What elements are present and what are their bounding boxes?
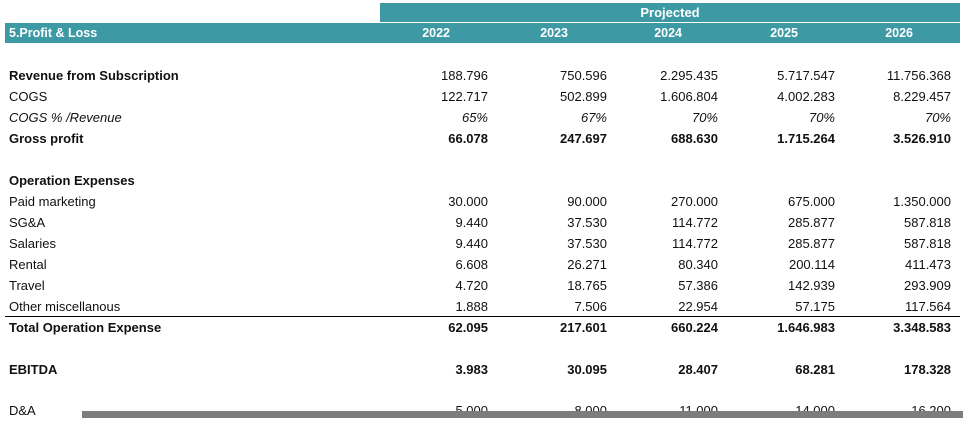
table-row-travel: Travel 4.720 18.765 57.386 142.939 293.9…: [5, 275, 960, 296]
cell[interactable]: 26.271: [567, 257, 607, 272]
row-label: Other miscellanous: [9, 299, 121, 314]
cell[interactable]: 30.095: [567, 362, 607, 377]
year-header: 2022: [422, 26, 450, 40]
year-header: 2026: [885, 26, 913, 40]
cell[interactable]: 4.002.283: [777, 89, 835, 104]
cell[interactable]: 37.530: [567, 236, 607, 251]
year-header: 2024: [654, 26, 682, 40]
cell[interactable]: 200.114: [788, 257, 835, 272]
cell[interactable]: 675.000: [788, 194, 835, 209]
cell[interactable]: 37.530: [567, 215, 607, 230]
cell[interactable]: 285.877: [788, 215, 835, 230]
cell[interactable]: 502.899: [560, 89, 607, 104]
cell[interactable]: 293.909: [904, 278, 951, 293]
cell[interactable]: 28.407: [678, 362, 718, 377]
cell[interactable]: 67%: [580, 110, 607, 125]
column-header-row: 5.Profit & Loss 2022 2023 2024 2025 2026: [5, 23, 960, 43]
year-header: 2025: [770, 26, 798, 40]
projected-divider: [380, 22, 960, 23]
table-row-cogs-percent: COGS % /Revenue 65% 67% 70% 70% 70%: [5, 107, 960, 128]
cell[interactable]: 1.646.983: [777, 320, 835, 335]
cell[interactable]: 114.772: [671, 215, 718, 230]
cell[interactable]: 68.281: [795, 362, 835, 377]
cell[interactable]: 80.340: [678, 257, 718, 272]
cell[interactable]: 6.608: [455, 257, 488, 272]
row-label: COGS: [9, 89, 48, 104]
cell[interactable]: 688.630: [671, 131, 718, 146]
section-heading-opex: Operation Expenses: [5, 170, 960, 191]
table-row-gross-profit: Gross profit 66.078 247.697 688.630 1.71…: [5, 128, 960, 149]
cell[interactable]: 66.078: [448, 131, 488, 146]
cell[interactable]: 70%: [924, 110, 951, 125]
row-label: Paid marketing: [9, 194, 96, 209]
row-label: Gross profit: [9, 131, 84, 146]
table-row-salaries: Salaries 9.440 37.530 114.772 285.877 58…: [5, 233, 960, 254]
table-row-ebitda: EBITDA 3.983 30.095 28.407 68.281 178.32…: [5, 359, 960, 380]
cell[interactable]: 57.175: [795, 299, 835, 314]
cell[interactable]: 587.818: [904, 215, 951, 230]
row-label: Travel: [9, 278, 45, 293]
cell[interactable]: 142.939: [788, 278, 835, 293]
row-label: Rental: [9, 257, 47, 272]
cell[interactable]: 11.756.368: [886, 68, 951, 83]
section-title: 5.Profit & Loss: [9, 26, 98, 40]
cell[interactable]: 3.348.583: [893, 320, 951, 335]
cell[interactable]: 270.000: [671, 194, 718, 209]
cell[interactable]: 9.440: [455, 236, 488, 251]
cell[interactable]: 587.818: [904, 236, 951, 251]
cell[interactable]: 2.295.435: [660, 68, 718, 83]
cell[interactable]: 411.473: [904, 257, 951, 272]
cell[interactable]: 9.440: [455, 215, 488, 230]
cell[interactable]: 1.606.804: [660, 89, 718, 104]
cell[interactable]: 3.983: [455, 362, 488, 377]
cell[interactable]: 30.000: [448, 194, 488, 209]
cell[interactable]: 660.224: [671, 320, 718, 335]
cell[interactable]: 217.601: [560, 320, 607, 335]
table-row-revenue: Revenue from Subscription 188.796 750.59…: [5, 65, 960, 86]
row-label: EBITDA: [9, 362, 58, 377]
cell[interactable]: 57.386: [678, 278, 718, 293]
cell[interactable]: 117.564: [904, 299, 951, 314]
cell[interactable]: 62.095: [448, 320, 488, 335]
projected-header: Projected: [380, 3, 960, 22]
cell[interactable]: 70%: [691, 110, 718, 125]
cell[interactable]: 247.697: [560, 131, 607, 146]
row-label: D&A: [9, 403, 36, 418]
cell[interactable]: 8.229.457: [893, 89, 951, 104]
row-label: Operation Expenses: [9, 173, 135, 188]
cell[interactable]: 90.000: [567, 194, 607, 209]
cell[interactable]: 70%: [808, 110, 835, 125]
cell[interactable]: 7.506: [574, 299, 607, 314]
cell[interactable]: 122.717: [441, 89, 488, 104]
row-label: SG&A: [9, 215, 46, 230]
cell[interactable]: 285.877: [788, 236, 835, 251]
row-label: Revenue from Subscription: [9, 68, 179, 83]
row-label: COGS % /Revenue: [9, 110, 122, 125]
cell[interactable]: 5.717.547: [777, 68, 835, 83]
cell[interactable]: 65%: [461, 110, 488, 125]
row-label: Total Operation Expense: [9, 320, 162, 335]
table-row-sga: SG&A 9.440 37.530 114.772 285.877 587.81…: [5, 212, 960, 233]
table-row-cogs: COGS 122.717 502.899 1.606.804 4.002.283…: [5, 86, 960, 107]
cell[interactable]: 1.715.264: [777, 131, 835, 146]
cell[interactable]: 22.954: [678, 299, 718, 314]
cell[interactable]: 114.772: [671, 236, 718, 251]
table-row-total-opex: Total Operation Expense 62.095 217.601 6…: [5, 316, 960, 338]
cell[interactable]: 188.796: [441, 68, 488, 83]
table-row-rental: Rental 6.608 26.271 80.340 200.114 411.4…: [5, 254, 960, 275]
cell[interactable]: 178.328: [904, 362, 951, 377]
table-row-other-misc: Other miscellanous 1.888 7.506 22.954 57…: [5, 296, 960, 317]
year-header: 2023: [540, 26, 568, 40]
cell[interactable]: 3.526.910: [893, 131, 951, 146]
row-label: Salaries: [9, 236, 56, 251]
cell[interactable]: 4.720: [455, 278, 488, 293]
cell[interactable]: 18.765: [567, 278, 607, 293]
table-row-paid-marketing: Paid marketing 30.000 90.000 270.000 675…: [5, 191, 960, 212]
cell[interactable]: 1.888: [455, 299, 488, 314]
cell[interactable]: 1.350.000: [893, 194, 951, 209]
horizontal-scrollbar[interactable]: [82, 411, 963, 418]
cell[interactable]: 750.596: [560, 68, 607, 83]
